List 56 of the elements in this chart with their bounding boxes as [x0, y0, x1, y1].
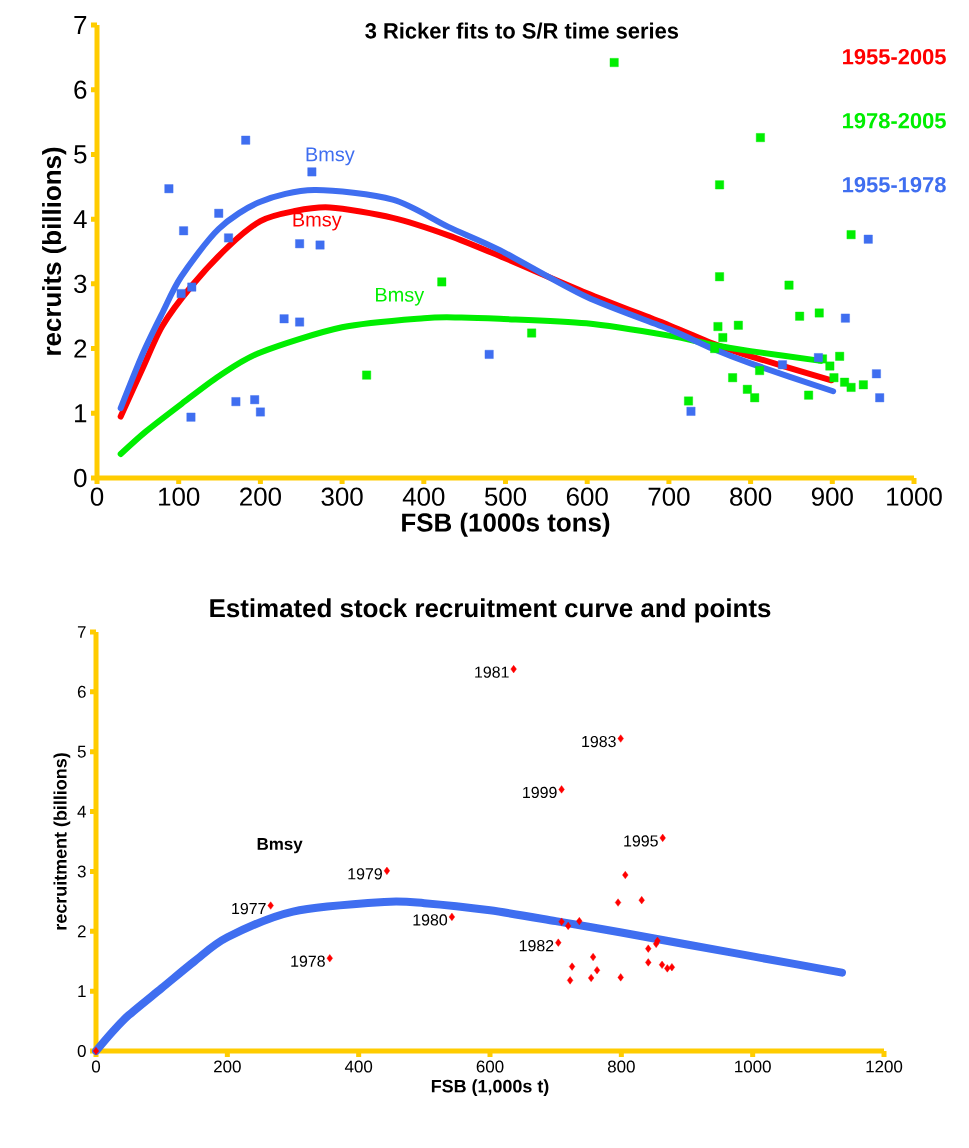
chart-title: Estimated stock recruitment curve and points: [210, 598, 771, 623]
x-tick-label: 900: [811, 487, 853, 506]
annotation: 1982: [519, 940, 554, 952]
annotation: 1979: [348, 868, 382, 880]
x-tick-label: 400: [402, 487, 445, 506]
y-tick-label: 0: [77, 1045, 86, 1057]
y-tick-label: 6: [74, 80, 87, 99]
y-tick-label: 5: [74, 145, 87, 164]
annotation: Bmsy: [257, 838, 303, 854]
y-axis-title: recruitment (billions): [53, 753, 71, 930]
x-axis-title: FSB (1000s tons): [402, 512, 610, 537]
y-tick-label: 4: [73, 210, 87, 229]
annotation: 1983: [582, 735, 616, 748]
text: 1978-2005: [843, 112, 946, 129]
annotation: 1977: [232, 902, 266, 915]
x-tick-label: 300: [321, 487, 363, 506]
x-tick-label: 200: [240, 487, 281, 506]
x-tick-label: 400: [344, 1060, 373, 1073]
y-tick-label: 2: [77, 925, 86, 938]
x-axis-title: FSB (1,000s t): [431, 1079, 549, 1097]
x-tick-label: 200: [214, 1060, 241, 1073]
annotation: Bmsy: [306, 147, 355, 166]
x-tick-label: 800: [607, 1060, 635, 1073]
x-tick-label: 600: [566, 487, 608, 506]
y-tick-label: 6: [77, 685, 86, 698]
x-tick-label: 600: [476, 1060, 504, 1073]
x-tick-label: 700: [648, 487, 690, 506]
annotation: 1980: [413, 914, 448, 926]
x-tick-label: 1000: [887, 487, 942, 506]
annotation: Bmsy: [293, 212, 342, 231]
x-tick-label: 500: [484, 487, 527, 506]
y-tick-label: 3: [74, 274, 87, 294]
annotation: 1995: [624, 835, 658, 847]
y-tick-label: 2: [74, 339, 87, 358]
y-tick-label: 4: [77, 805, 86, 818]
x-tick-label: 1000: [735, 1060, 771, 1073]
x-tick-label: 0: [91, 1060, 101, 1073]
annotation: 1999: [523, 786, 557, 799]
chart-title: 3 Ricker fits to S/R time series: [365, 22, 679, 39]
text: 1955-2005: [843, 48, 946, 65]
y-axis-title: recruits (billions): [42, 147, 67, 355]
x-tick-label: 1200: [866, 1060, 903, 1073]
y-tick-label: 1: [75, 404, 87, 423]
y-tick-label: 7: [74, 16, 87, 34]
x-tick-label: 800: [730, 487, 772, 506]
y-tick-label: 0: [74, 468, 87, 488]
text: 1955-1978: [843, 176, 946, 193]
y-tick-label: 7: [77, 626, 86, 638]
annotation: 1978: [291, 955, 325, 967]
x-tick-label: 100: [159, 487, 200, 506]
y-tick-label: 5: [77, 745, 86, 758]
annotation: Bmsy: [376, 287, 425, 306]
annotation: 1981: [475, 666, 509, 678]
y-tick-label: 1: [78, 985, 86, 997]
x-tick-label: 0: [90, 487, 104, 506]
y-tick-label: 3: [77, 865, 86, 878]
